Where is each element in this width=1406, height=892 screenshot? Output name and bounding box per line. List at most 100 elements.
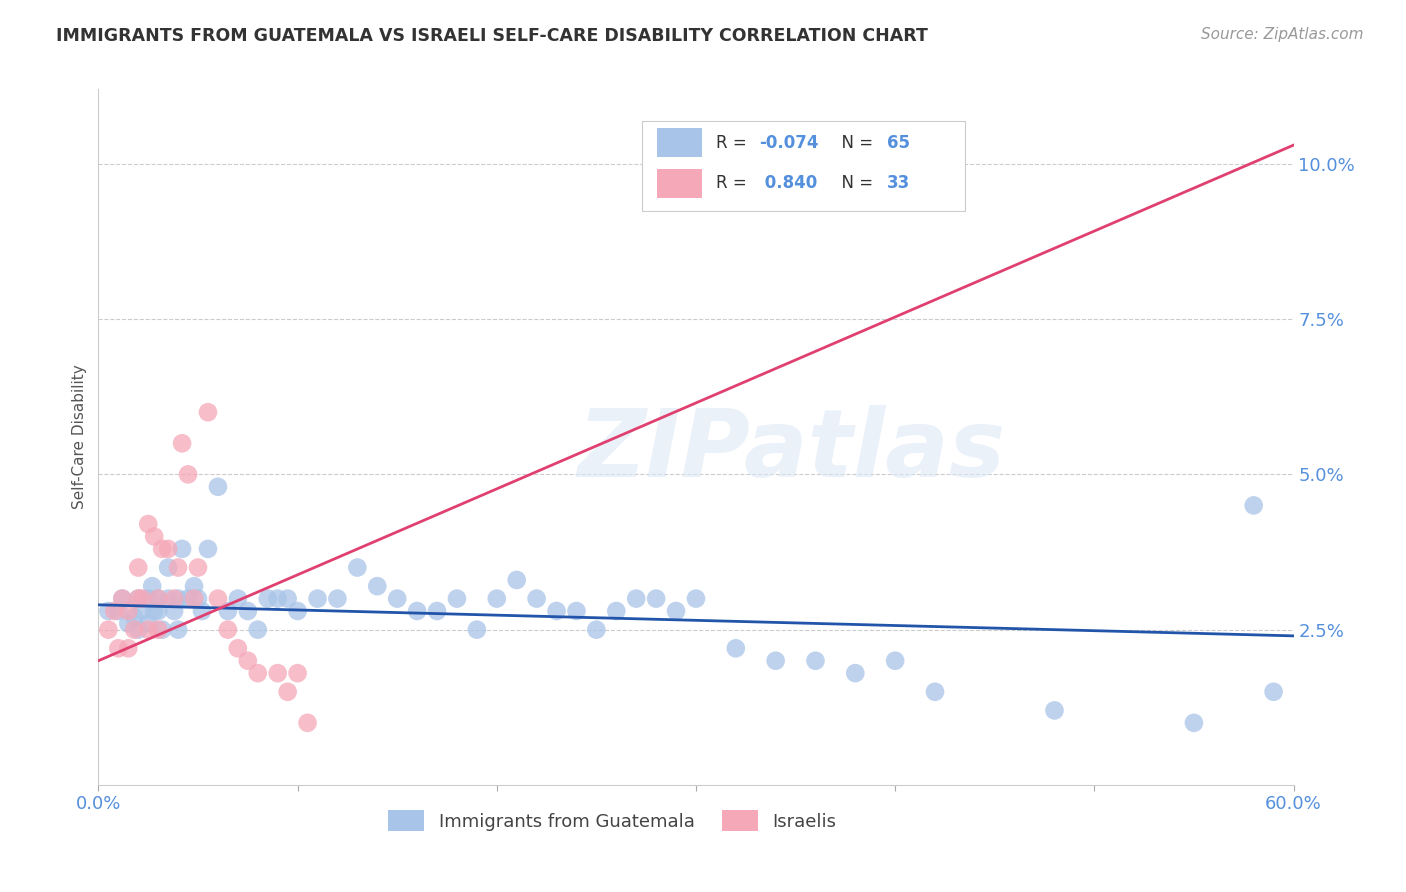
- Point: [127, 591, 149, 606]
- Point: [157, 591, 180, 606]
- Point: [172, 436, 194, 450]
- FancyBboxPatch shape: [643, 120, 965, 211]
- Point: [187, 591, 209, 606]
- Point: [172, 541, 194, 556]
- Text: -0.074: -0.074: [759, 134, 818, 152]
- Text: 0.840: 0.840: [759, 174, 817, 192]
- Point: [183, 579, 205, 593]
- Point: [804, 654, 827, 668]
- Point: [924, 685, 946, 699]
- Point: [157, 560, 180, 574]
- Point: [665, 604, 688, 618]
- Point: [167, 560, 190, 574]
- Point: [207, 591, 229, 606]
- Point: [187, 560, 209, 574]
- Point: [124, 623, 146, 637]
- Point: [163, 591, 186, 606]
- Point: [117, 604, 139, 618]
- Point: [506, 573, 529, 587]
- Point: [236, 654, 259, 668]
- Point: [117, 616, 139, 631]
- Point: [297, 715, 319, 730]
- Point: [217, 604, 239, 618]
- Point: [136, 516, 159, 531]
- Point: [546, 604, 568, 618]
- Text: R =: R =: [716, 174, 752, 192]
- Point: [131, 604, 153, 618]
- Point: [117, 641, 139, 656]
- Point: [236, 604, 259, 618]
- FancyBboxPatch shape: [657, 169, 702, 198]
- Point: [246, 666, 269, 681]
- Point: [157, 541, 180, 556]
- Point: [287, 604, 309, 618]
- Point: [191, 604, 214, 618]
- Point: [143, 604, 166, 618]
- Point: [148, 604, 170, 618]
- Text: 33: 33: [887, 174, 911, 192]
- Point: [217, 623, 239, 637]
- Point: [267, 591, 290, 606]
- Point: [685, 591, 707, 606]
- Point: [163, 604, 186, 618]
- Point: [1243, 499, 1265, 513]
- Point: [183, 591, 205, 606]
- Y-axis label: Self-Care Disability: Self-Care Disability: [72, 365, 87, 509]
- Point: [426, 604, 449, 618]
- Text: Source: ZipAtlas.com: Source: ZipAtlas.com: [1201, 27, 1364, 42]
- Point: [127, 560, 149, 574]
- Point: [724, 641, 747, 656]
- Point: [645, 591, 668, 606]
- Point: [197, 541, 219, 556]
- Point: [844, 666, 866, 681]
- Point: [97, 623, 120, 637]
- Point: [884, 654, 907, 668]
- Legend: Immigrants from Guatemala, Israelis: Immigrants from Guatemala, Israelis: [381, 804, 844, 838]
- Text: 65: 65: [887, 134, 910, 152]
- Point: [465, 623, 488, 637]
- Point: [167, 591, 190, 606]
- Point: [326, 591, 349, 606]
- Point: [1182, 715, 1205, 730]
- Point: [150, 623, 173, 637]
- Point: [406, 604, 429, 618]
- Point: [346, 560, 368, 574]
- Point: [485, 591, 508, 606]
- Point: [131, 591, 153, 606]
- Point: [177, 591, 200, 606]
- Point: [765, 654, 787, 668]
- Point: [136, 591, 159, 606]
- Point: [107, 641, 129, 656]
- Point: [307, 591, 329, 606]
- Point: [277, 685, 299, 699]
- Point: [141, 579, 163, 593]
- Point: [385, 591, 409, 606]
- Point: [287, 666, 309, 681]
- Point: [1043, 703, 1066, 717]
- Point: [197, 405, 219, 419]
- Point: [207, 480, 229, 494]
- Text: IMMIGRANTS FROM GUATEMALA VS ISRAELI SELF-CARE DISABILITY CORRELATION CHART: IMMIGRANTS FROM GUATEMALA VS ISRAELI SEL…: [56, 27, 928, 45]
- Point: [111, 591, 134, 606]
- Point: [226, 591, 249, 606]
- Point: [277, 591, 299, 606]
- Point: [136, 616, 159, 631]
- Point: [148, 591, 170, 606]
- Text: R =: R =: [716, 134, 752, 152]
- Point: [565, 604, 588, 618]
- Point: [226, 641, 249, 656]
- Point: [177, 467, 200, 482]
- Point: [127, 591, 149, 606]
- Point: [167, 623, 190, 637]
- Text: N =: N =: [831, 174, 879, 192]
- Point: [626, 591, 648, 606]
- Point: [127, 623, 149, 637]
- Point: [136, 623, 159, 637]
- Point: [97, 604, 120, 618]
- Point: [446, 591, 468, 606]
- Point: [124, 610, 146, 624]
- Text: N =: N =: [831, 134, 879, 152]
- Point: [150, 541, 173, 556]
- Text: ZIPatlas: ZIPatlas: [578, 405, 1005, 497]
- Point: [1263, 685, 1285, 699]
